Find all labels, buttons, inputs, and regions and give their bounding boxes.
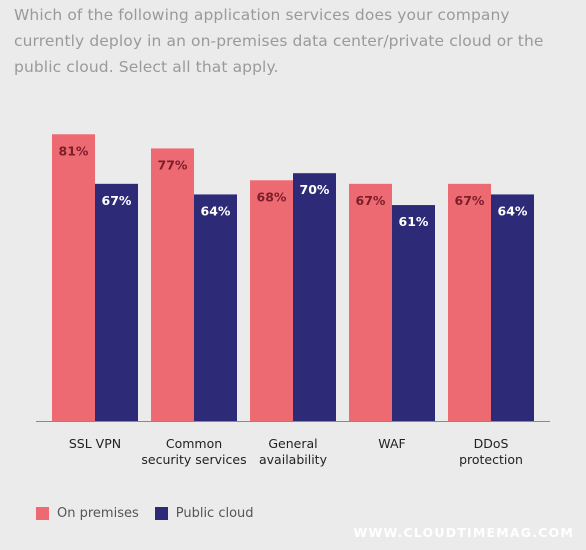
legend-label-on-premises: On premises	[57, 506, 139, 521]
bar-public-cloud-1	[194, 194, 237, 421]
bar-public-cloud-4	[491, 194, 534, 421]
data-label-public-cloud-1: 64%	[201, 203, 231, 218]
bar-public-cloud-0	[95, 184, 138, 421]
data-label-public-cloud-0: 67%	[102, 193, 132, 208]
legend-swatch-on-premises	[36, 507, 49, 520]
bar-on-premises-0	[52, 134, 95, 421]
category-label-1-1: security services	[141, 452, 246, 467]
legend-swatch-public-cloud	[155, 507, 168, 520]
legend-label-public-cloud: Public cloud	[176, 506, 254, 521]
data-label-on-premises-3: 67%	[356, 193, 386, 208]
watermark: WWW.CLOUDTIMEMAG.COM	[354, 525, 574, 540]
bar-public-cloud-2	[293, 173, 336, 421]
legend-item-on-premises: On premises	[36, 506, 139, 521]
category-label-1-0: Common	[166, 436, 222, 451]
bar-on-premises-2	[250, 180, 293, 421]
data-label-on-premises-1: 77%	[158, 157, 188, 172]
category-label-2-1: availability	[259, 452, 328, 467]
data-label-public-cloud-4: 64%	[498, 203, 528, 218]
data-label-public-cloud-2: 70%	[300, 182, 330, 197]
bar-on-premises-1	[151, 148, 194, 421]
bar-on-premises-4	[448, 184, 491, 421]
data-label-on-premises-0: 81%	[59, 143, 89, 158]
data-label-on-premises-2: 68%	[257, 189, 287, 204]
data-label-on-premises-4: 67%	[455, 193, 485, 208]
category-label-0-0: SSL VPN	[69, 436, 121, 451]
bar-public-cloud-3	[392, 205, 435, 421]
legend: On premises Public cloud	[36, 506, 270, 521]
category-label-4-0: DDoS	[474, 436, 509, 451]
category-label-3-0: WAF	[378, 436, 405, 451]
category-label-4-1: protection	[459, 452, 523, 467]
legend-item-public-cloud: Public cloud	[155, 506, 254, 521]
data-label-public-cloud-3: 61%	[399, 214, 429, 229]
bar-on-premises-3	[349, 184, 392, 421]
category-label-2-0: General	[268, 436, 317, 451]
